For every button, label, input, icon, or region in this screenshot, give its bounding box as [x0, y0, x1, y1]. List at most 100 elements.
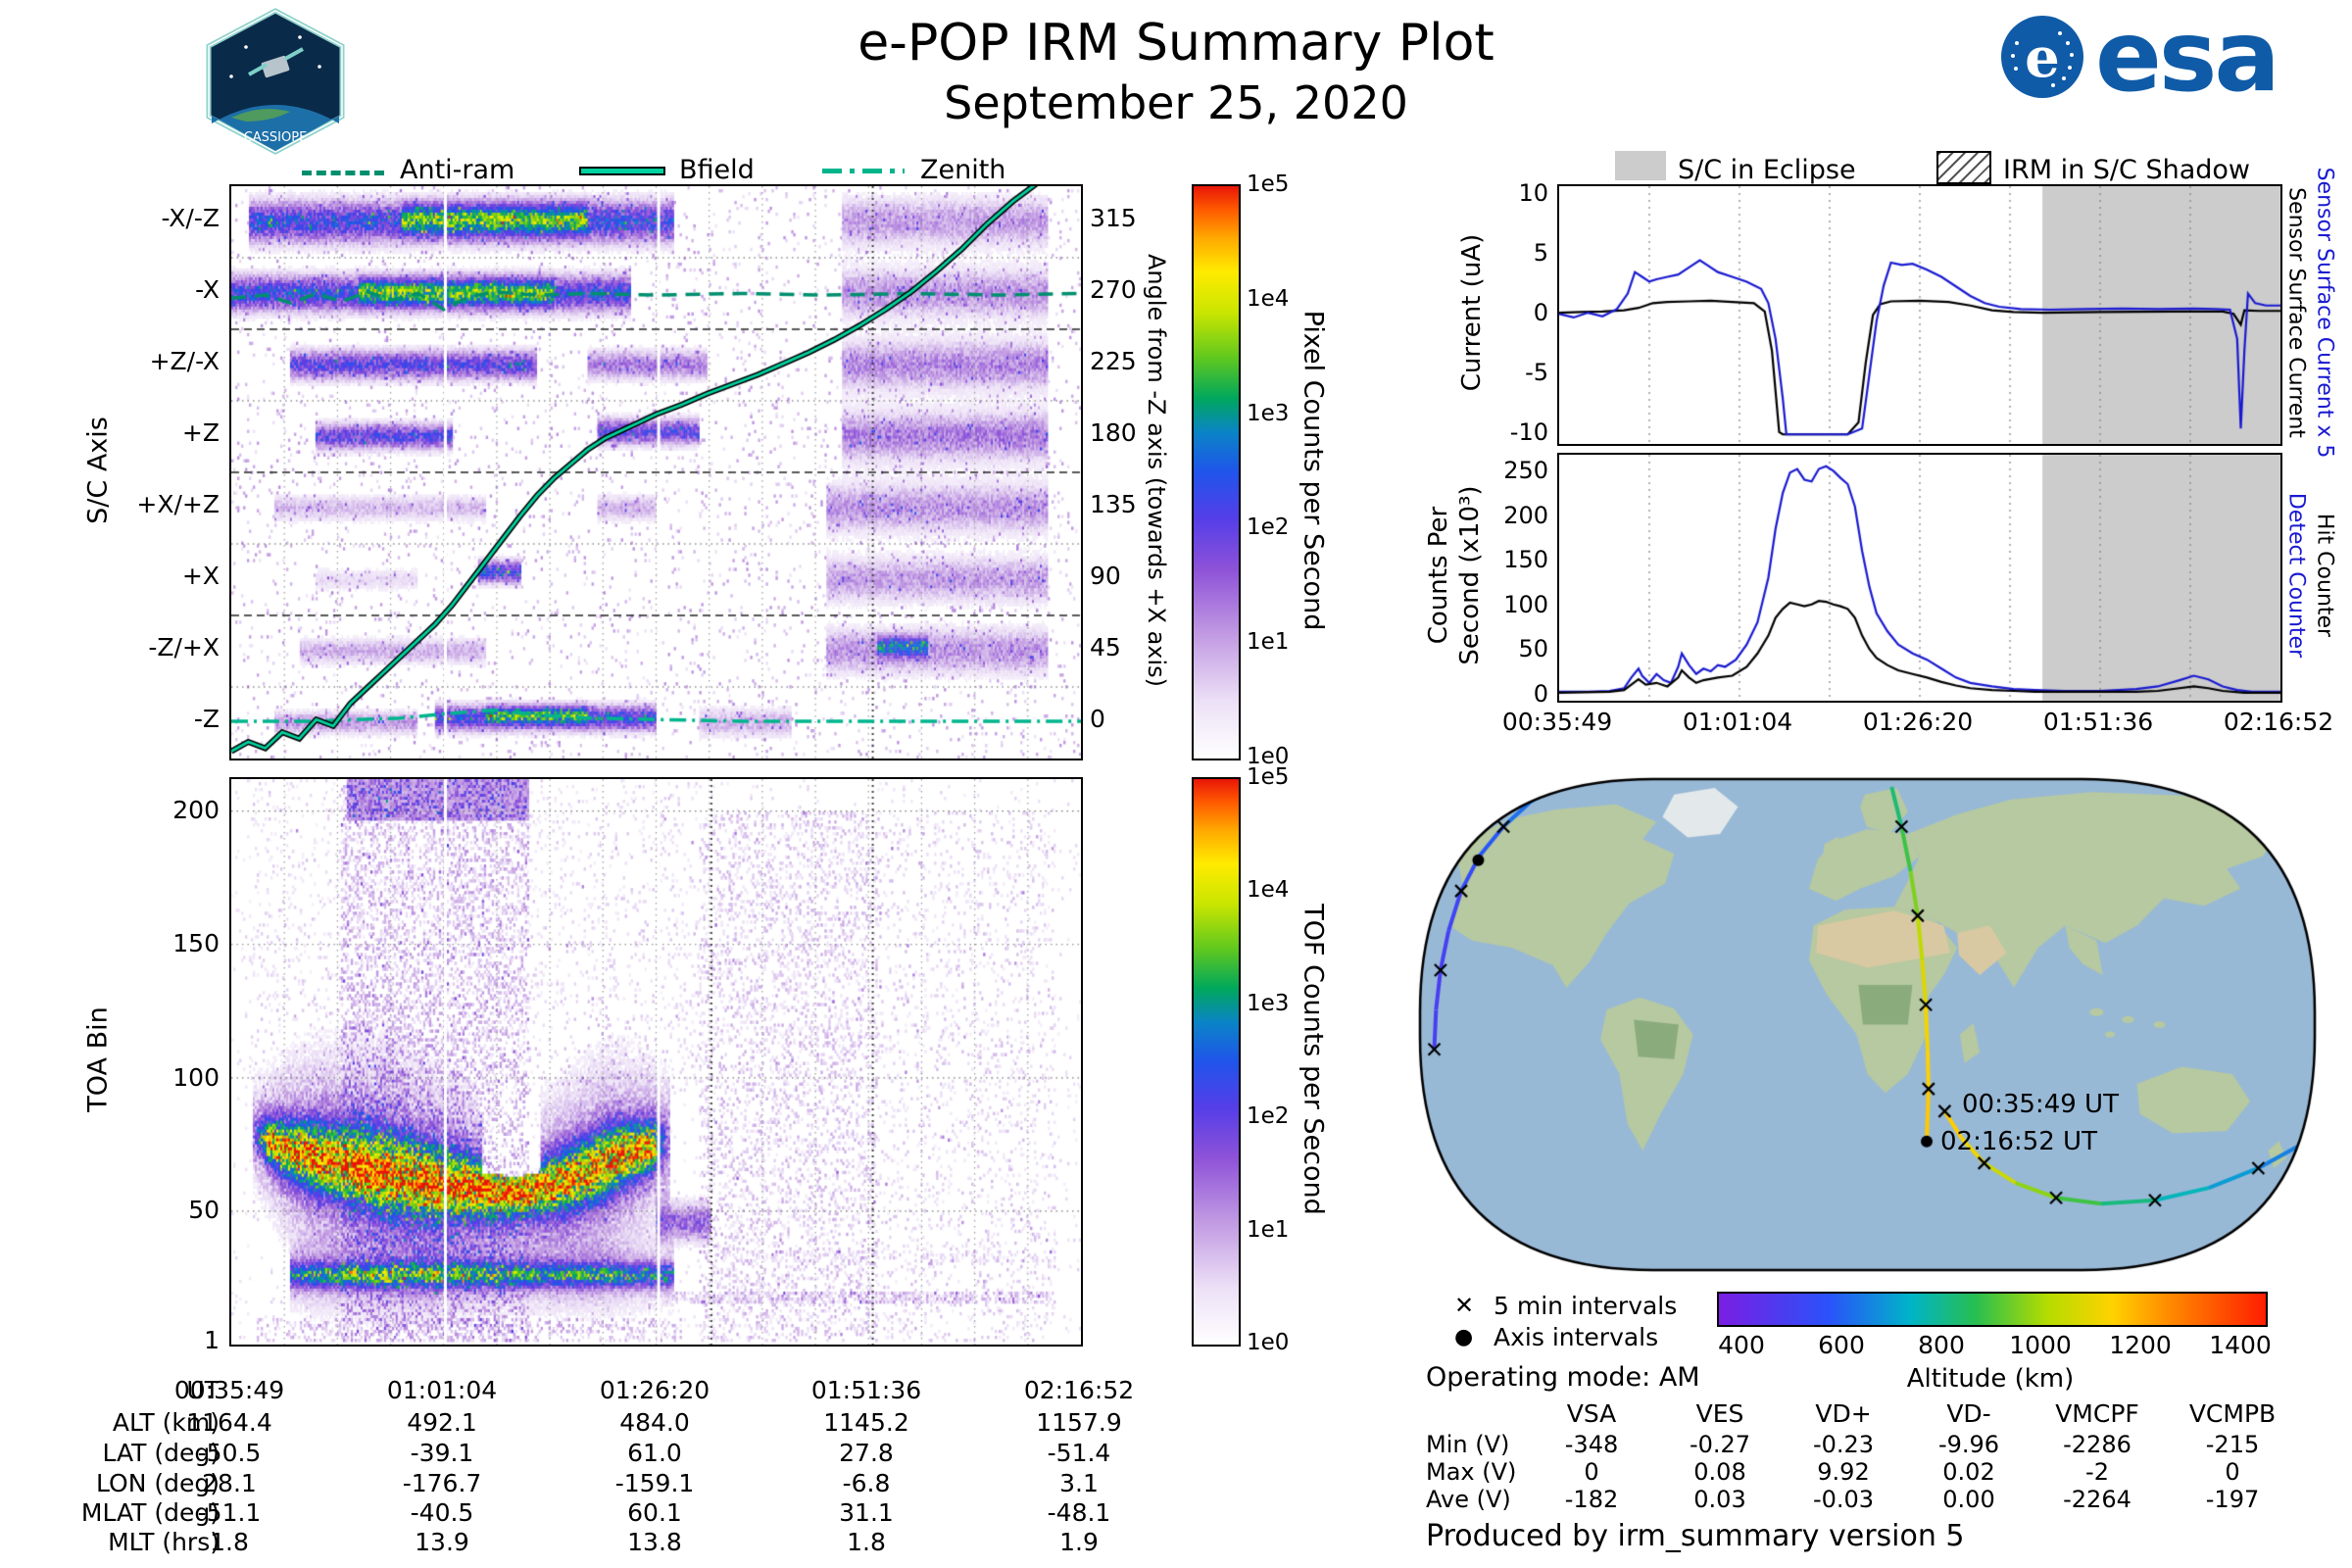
- cbar-tick: 1e2: [1247, 1103, 1290, 1129]
- pixel-colorbar-label: Pixel Counts per Second: [1298, 310, 1329, 631]
- cbar-tick: 1e3: [1247, 991, 1290, 1016]
- ephemeris-row-label: LAT (deg): [102, 1439, 220, 1467]
- angle-tick: 90: [1090, 562, 1121, 590]
- ephemeris-cell: 31.1: [839, 1498, 894, 1527]
- operating-mode: Operating mode: AM: [1426, 1362, 1700, 1393]
- counts-ytick: 50: [1518, 635, 1548, 662]
- shadow-swatch: [1936, 151, 1991, 184]
- band-label: +X: [181, 562, 220, 590]
- angle-tick: 315: [1090, 204, 1137, 232]
- ephemeris-row-label: UT: [186, 1376, 220, 1404]
- angle-tick: 135: [1090, 490, 1137, 518]
- ephemeris-cell: -51.1: [197, 1498, 262, 1527]
- current-right-label-black: Sensor Surface Current: [2283, 187, 2309, 438]
- voltage-cell: 0.08: [1693, 1458, 1746, 1486]
- ephemeris-row-label: ALT (km): [112, 1408, 220, 1437]
- legend-zenith-label: Zenith: [920, 155, 1006, 185]
- legend-antiram-label: Anti-ram: [400, 155, 515, 185]
- voltage-col-header: VSA: [1566, 1399, 1617, 1428]
- voltage-cell: -348: [1564, 1431, 1619, 1458]
- band-label: -X/-Z: [161, 204, 220, 232]
- counts-ytick: 100: [1503, 591, 1548, 618]
- voltage-cell: -2286: [2063, 1431, 2132, 1458]
- page-title: e-POP IRM Summary Plot: [858, 14, 1494, 73]
- counts-ytick: 200: [1503, 502, 1548, 529]
- voltage-cell: -2: [2085, 1458, 2109, 1486]
- voltage-cell: 0: [1584, 1458, 1599, 1486]
- svg-text:e: e: [2025, 25, 2060, 90]
- angle-tick: 270: [1090, 275, 1137, 304]
- pixel-colorbar: [1192, 184, 1241, 760]
- voltage-row-label: Min (V): [1426, 1431, 1510, 1458]
- time-xtick: 01:51:36: [2042, 708, 2154, 736]
- toa-ytick: 150: [172, 929, 220, 957]
- map-legend-axis: Axis intervals: [1494, 1323, 1659, 1351]
- toa-spectrogram-canvas: [231, 779, 1081, 1345]
- voltage-cell: 0.02: [1942, 1458, 1995, 1486]
- cbar-tick: 1e1: [1247, 629, 1290, 655]
- voltage-col-header: VD-: [1946, 1399, 1991, 1428]
- ephemeris-cell: 13.9: [415, 1528, 469, 1556]
- cassiope-mission-patch: CASSIOPE: [192, 8, 359, 159]
- cbar-tick: 1e1: [1247, 1217, 1290, 1243]
- ephemeris-cell: 1164.4: [186, 1408, 272, 1437]
- toa-ytick: 1: [204, 1326, 220, 1354]
- alt-tick: 800: [1918, 1331, 1965, 1359]
- angle-axis-label: Angle from -Z axis (towards +X axis): [1143, 253, 1170, 688]
- shadow-legend-label: IRM in S/C Shadow: [2003, 155, 2251, 185]
- cbar-tick: 1e0: [1247, 1330, 1290, 1355]
- tof-colorbar-label: TOF Counts per Second: [1298, 904, 1329, 1215]
- map-annotation-end: 02:16:52 UT: [1940, 1127, 2097, 1156]
- altitude-colorbar: [1717, 1292, 2268, 1327]
- current-right-label-blue: Sensor Surface Current x 5: [2312, 167, 2337, 459]
- ephemeris-cell: 484.0: [619, 1408, 690, 1437]
- voltage-col-header: VD+: [1815, 1399, 1872, 1428]
- alt-tick: 1000: [2009, 1331, 2072, 1359]
- voltage-cell: -182: [1564, 1486, 1619, 1513]
- ephemeris-cell: 60.1: [627, 1498, 682, 1527]
- ephemeris-cell: -48.1: [1047, 1498, 1111, 1527]
- zenith-line-sample: [822, 169, 905, 173]
- alt-tick: 1200: [2109, 1331, 2172, 1359]
- ephemeris-cell: 492.1: [407, 1408, 477, 1437]
- voltage-col-header: VMCPF: [2055, 1399, 2139, 1428]
- ephemeris-cell: -40.5: [410, 1498, 474, 1527]
- voltage-cell: -215: [2205, 1431, 2260, 1458]
- time-xtick: 02:16:52: [2223, 708, 2334, 736]
- current-ylabel: Current (uA): [1457, 233, 1487, 392]
- voltage-cell: -2264: [2063, 1486, 2132, 1513]
- cbar-tick: 1e5: [1247, 172, 1290, 197]
- cbar-tick: 1e5: [1247, 764, 1290, 790]
- altitude-colorbar-label: Altitude (km): [1906, 1364, 2075, 1394]
- ephemeris-cell: 01:01:04: [386, 1376, 498, 1404]
- cbar-tick: 1e0: [1247, 744, 1290, 769]
- alt-tick: 1400: [2209, 1331, 2272, 1359]
- eclipse-legend-label: S/C in Eclipse: [1678, 155, 1856, 185]
- voltage-row-label: Max (V): [1426, 1458, 1517, 1486]
- counts-ylabel-line1: Counts Per: [1424, 506, 1453, 645]
- x-marker-glyph: ✕: [1454, 1292, 1475, 1319]
- current-ytick: 5: [1533, 239, 1548, 267]
- page-date: September 25, 2020: [944, 76, 1408, 129]
- toa-ytick: 200: [172, 796, 220, 824]
- esa-logo: e esa: [1999, 8, 2280, 106]
- legend-bfield-label: Bfield: [679, 155, 755, 185]
- current-ytick: 10: [1518, 179, 1548, 207]
- ephemeris-cell: -6.8: [842, 1469, 891, 1497]
- ephemeris-cell: 61.0: [627, 1439, 682, 1467]
- band-label: -Z: [193, 705, 220, 733]
- current-ytick: -10: [1509, 418, 1548, 446]
- counts-plot-canvas: [1559, 455, 2280, 701]
- ephemeris-cell: 13.8: [627, 1528, 682, 1556]
- ephemeris-row-label: MLT (hrs): [108, 1528, 220, 1556]
- counts-ytick: 0: [1533, 680, 1548, 708]
- antiram-line-sample: [302, 171, 384, 175]
- ephemeris-cell: -176.7: [402, 1469, 482, 1497]
- ephemeris-row-label: LON (deg): [96, 1469, 220, 1497]
- map-legend-5min: 5 min intervals: [1494, 1292, 1678, 1320]
- current-plot-frame: [1557, 184, 2282, 446]
- voltage-cell: -0.23: [1812, 1431, 1875, 1458]
- angle-tick: 45: [1090, 633, 1121, 662]
- counts-right-label-blue: Detect Counter: [2283, 492, 2309, 659]
- tof-colorbar: [1192, 777, 1241, 1347]
